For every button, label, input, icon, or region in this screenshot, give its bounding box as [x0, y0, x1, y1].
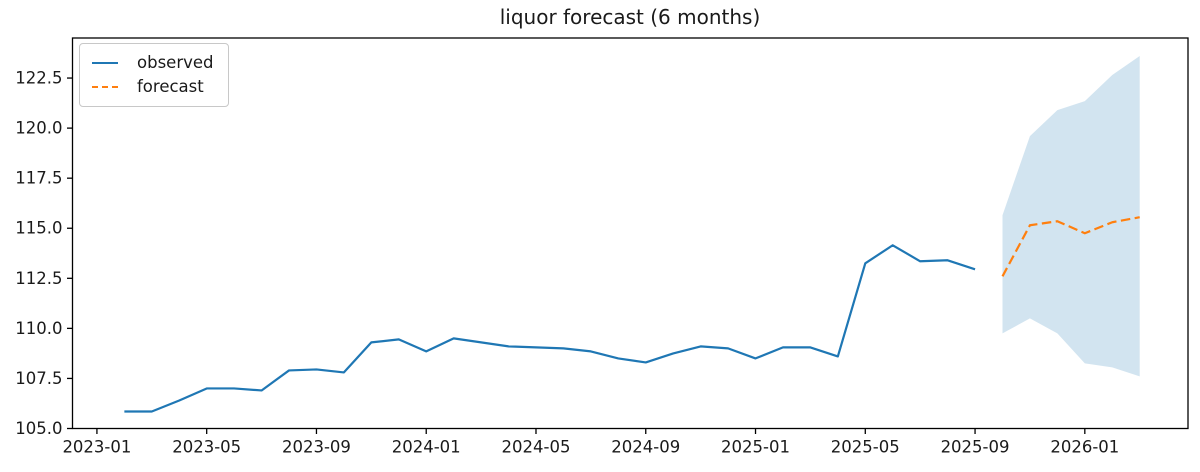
forecast-line	[1001, 216, 1140, 277]
legend-label-observed: observed	[137, 53, 214, 72]
x-tick-label: 2026-01	[1050, 438, 1119, 457]
x-tick-label: 2024-09	[611, 438, 680, 457]
legend-item-observed: observed	[92, 52, 214, 74]
chart-title: liquor forecast (6 months)	[499, 5, 761, 29]
x-tick-label: 2024-01	[392, 438, 461, 457]
observed-line-swatch	[92, 62, 118, 64]
y-tick-label: 120.0	[15, 119, 62, 138]
axes-spines	[71, 37, 1189, 430]
x-tick-label: 2025-05	[831, 438, 900, 457]
x-tick-label: 2024-05	[502, 438, 571, 457]
forecast-line-swatch	[92, 86, 118, 88]
legend-item-forecast: forecast	[92, 76, 214, 98]
x-tick-label: 2025-01	[721, 438, 790, 457]
legend-label-forecast: forecast	[137, 77, 204, 96]
x-tick-label: 2025-09	[941, 438, 1010, 457]
confidence-band	[1002, 56, 1140, 377]
y-tick-label: 105.0	[15, 419, 62, 438]
x-tick-label: 2023-01	[62, 438, 131, 457]
y-tick-label: 115.0	[15, 219, 62, 238]
x-tick-label: 2023-09	[282, 438, 351, 457]
legend: observed forecast	[79, 43, 229, 107]
y-tick-label: 117.5	[15, 169, 62, 188]
y-tick-label: 112.5	[15, 269, 62, 288]
y-tick-label: 122.5	[15, 69, 62, 88]
y-tick-label: 110.0	[15, 319, 62, 338]
x-tick-label: 2023-05	[172, 438, 241, 457]
y-tick-label: 107.5	[15, 369, 62, 388]
observed-line	[124, 244, 976, 413]
